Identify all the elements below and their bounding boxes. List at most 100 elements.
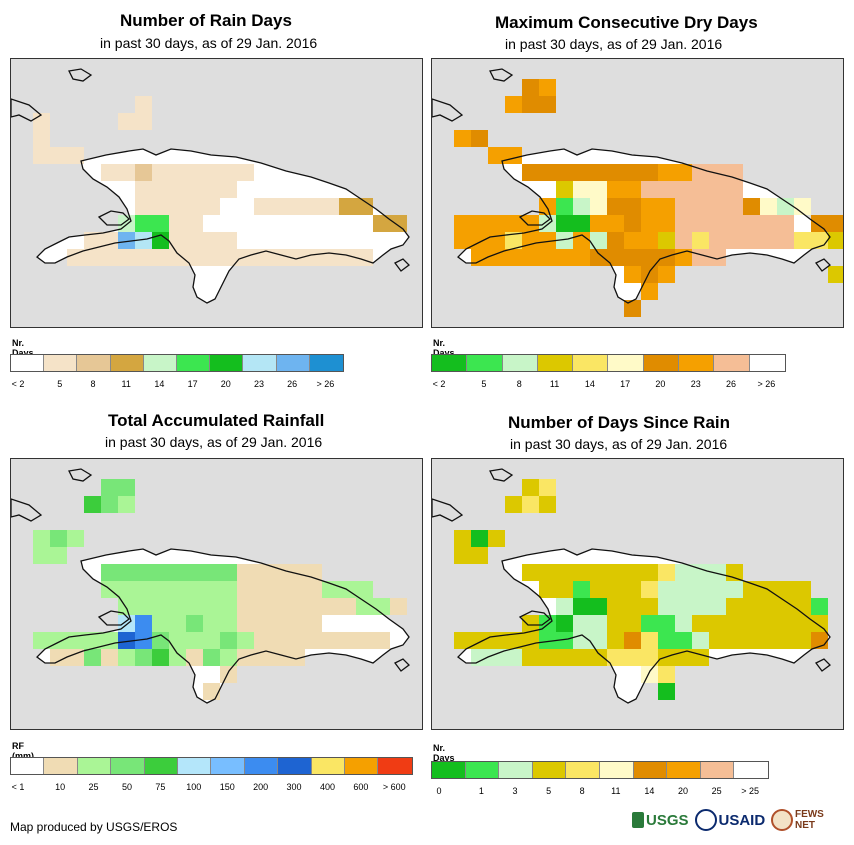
grid-cell (203, 615, 220, 632)
islet-outline (489, 468, 514, 482)
grid-cell (254, 564, 271, 581)
grid-cell (607, 181, 624, 198)
grid-cell (573, 198, 590, 215)
grid-cell (101, 164, 118, 181)
map-max-dry-days-svg (432, 68, 843, 317)
grid-cell (692, 215, 709, 232)
grid-cell (471, 249, 488, 266)
grid-cell (186, 649, 203, 666)
grid-cell (624, 215, 641, 232)
grid-cell (339, 249, 356, 266)
grid-cell (709, 249, 726, 266)
grid-cell (590, 164, 607, 181)
grid-cell (590, 215, 607, 232)
grid-cell (471, 215, 488, 232)
legend-swatch (44, 758, 78, 774)
grid-cell (339, 198, 356, 215)
grid-cell (339, 598, 356, 615)
grid-cell (288, 598, 305, 615)
usaid-seal-icon (694, 809, 717, 831)
grid-cell (692, 581, 709, 598)
legend-swatch (432, 762, 466, 778)
grid-cell (658, 666, 675, 683)
grid-cell (135, 113, 152, 130)
grid-cell (539, 96, 556, 113)
grid-cell (488, 147, 505, 164)
legend-label: 50 (121, 782, 132, 792)
lake-outline (97, 610, 130, 626)
legend-swatch (734, 762, 768, 778)
grid-cell (356, 632, 373, 649)
grid-cell (505, 632, 522, 649)
grid-cell (33, 530, 50, 547)
grid-cell (675, 581, 692, 598)
grid-cell (760, 615, 777, 632)
legend-swatch (345, 758, 379, 774)
grid-cell (220, 232, 237, 249)
grid-cell (726, 181, 743, 198)
grid-cell (658, 164, 675, 181)
grid-cell (590, 632, 607, 649)
grid-cell (811, 598, 828, 615)
grid-cell (454, 215, 471, 232)
grid-cell (322, 249, 339, 266)
map-days-since-rain (431, 458, 844, 730)
grid-cell (152, 581, 169, 598)
legend-label: 10 (55, 782, 66, 792)
grid-cell (522, 164, 539, 181)
grid-cell (522, 249, 539, 266)
grid-cell (135, 96, 152, 113)
grid-cell (454, 232, 471, 249)
grid-cell (590, 564, 607, 581)
grid-cell (590, 249, 607, 266)
legend-swatch (714, 355, 750, 371)
lake-outline (518, 210, 551, 226)
legend-label: 400 (319, 782, 335, 792)
grid-cell (271, 564, 288, 581)
grid-cell (624, 266, 641, 283)
legend-swatch (502, 355, 538, 371)
legend-label: 11 (549, 379, 560, 389)
grid-cell (237, 564, 254, 581)
grid-cell (641, 666, 658, 683)
grid-cell (641, 215, 658, 232)
grid-cell (254, 598, 271, 615)
grid-cell (220, 249, 237, 266)
grid-cell (186, 232, 203, 249)
grid-cell (118, 479, 135, 496)
grid-cell (254, 615, 271, 632)
grid-cell (203, 581, 220, 598)
grid-cell (743, 598, 760, 615)
legend-swatch (210, 355, 244, 371)
legend-label: 8 (90, 379, 96, 389)
grid-cell (641, 232, 658, 249)
grid-cell (505, 249, 522, 266)
grid-cell (84, 496, 101, 513)
grid-cell (186, 249, 203, 266)
grid-cell (305, 615, 322, 632)
legend-swatch (467, 355, 503, 371)
legend-swatch (532, 762, 567, 778)
grid-cell (743, 632, 760, 649)
grid-cell (50, 530, 67, 547)
grid-cell (454, 530, 471, 547)
grid-cell (658, 181, 675, 198)
grid-cell (50, 649, 67, 666)
grid-cell (522, 79, 539, 96)
grid-cell (118, 232, 135, 249)
legend-label: 17 (620, 379, 631, 389)
grid-cell (271, 581, 288, 598)
grid-cell (67, 632, 84, 649)
grid-cell (709, 632, 726, 649)
grid-cell (556, 564, 573, 581)
grid-cell (254, 632, 271, 649)
grid-cell (607, 232, 624, 249)
legend-title: Nr. Days (433, 338, 455, 358)
grid-cell (641, 283, 658, 300)
grid-cell (135, 249, 152, 266)
grid-cell (556, 232, 573, 249)
grid-cell (522, 232, 539, 249)
grid-cell (624, 632, 641, 649)
legend-label: 8 (579, 786, 585, 796)
grid-cell (539, 479, 556, 496)
